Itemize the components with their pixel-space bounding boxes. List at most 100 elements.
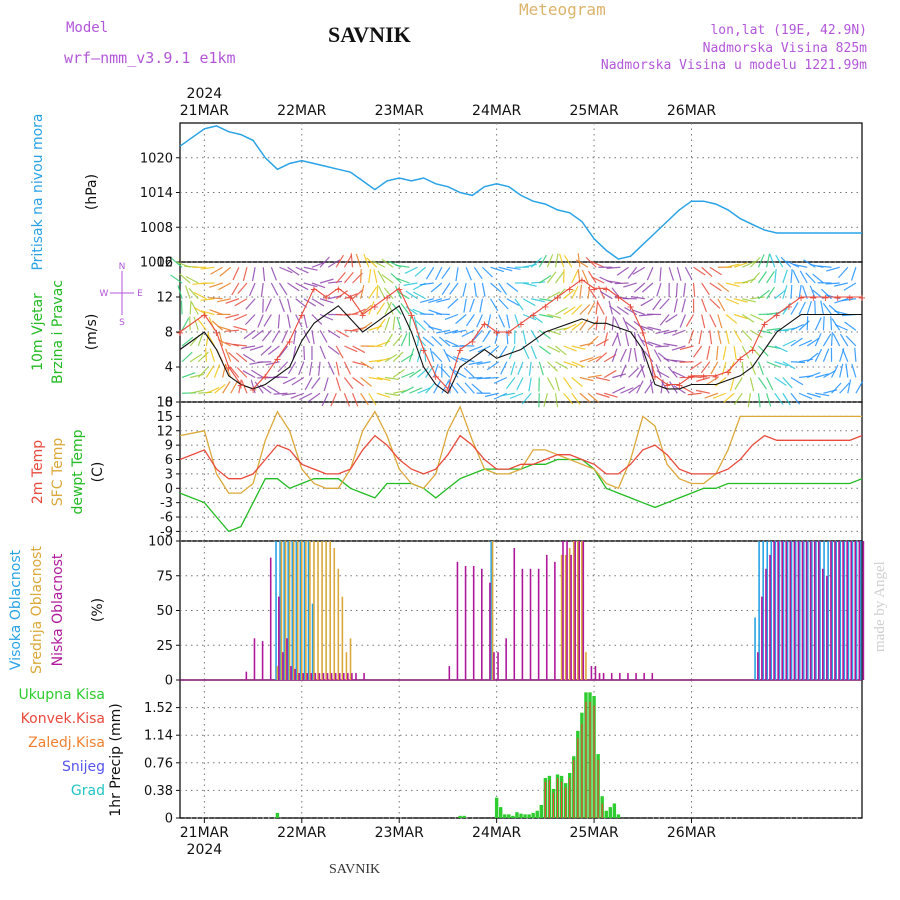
wind-barb <box>640 338 654 347</box>
wind-gust-marker: + <box>578 276 586 287</box>
wind-barb <box>413 291 426 300</box>
wind-barb <box>335 377 342 392</box>
wind-barb <box>628 384 641 394</box>
wind-barb <box>170 274 183 284</box>
wind-barb <box>368 269 372 284</box>
wind-barb <box>587 355 602 363</box>
wind-barb <box>200 310 215 316</box>
wind-barb <box>408 348 415 362</box>
y-tick-label: 1.14 <box>144 729 173 744</box>
wind-barb <box>416 332 420 347</box>
wind-barb <box>774 377 787 386</box>
wind-barb <box>397 291 410 300</box>
wind-barb <box>538 361 544 376</box>
y-tick-label: 16 <box>156 256 173 271</box>
wind-speed-line <box>179 304 862 395</box>
wind-gust-marker: + <box>200 311 208 322</box>
wind-barb <box>757 393 761 408</box>
wind-barb <box>245 314 256 326</box>
wind-barb <box>531 281 546 284</box>
wind-gust-marker: + <box>346 293 354 304</box>
wind-barb <box>321 392 329 407</box>
wind-barb <box>377 270 386 284</box>
wind-barb <box>498 282 508 295</box>
wind-barb <box>311 314 323 325</box>
wind-barb <box>311 298 325 307</box>
wind-barb <box>420 298 434 303</box>
wind-barb <box>303 298 317 307</box>
wind-barb <box>209 282 223 288</box>
x-bottom-tick-label: 25MAR <box>569 825 618 841</box>
wind-barb <box>506 377 516 390</box>
wind-barb <box>851 363 857 378</box>
wind-barb <box>696 376 710 382</box>
x-bottom-tick-label: 21MAR <box>180 825 229 841</box>
wind-barb <box>828 304 841 315</box>
wind-barb <box>303 345 306 361</box>
wind-barb <box>327 259 341 268</box>
wind-barb <box>587 286 597 300</box>
wind-barb <box>806 352 819 363</box>
wind-barb <box>441 380 450 394</box>
wind-barb <box>506 298 520 307</box>
wind-barb <box>701 282 710 296</box>
wind-barb <box>295 282 309 291</box>
wind-barb <box>384 376 399 380</box>
wind-barb <box>538 345 551 355</box>
wind-barb <box>595 338 609 347</box>
wind-barb <box>579 342 594 347</box>
wind-barb <box>825 282 840 285</box>
wind-barb <box>714 377 727 387</box>
wind-barb <box>839 333 849 347</box>
wind-barb <box>205 347 207 362</box>
wind-barb <box>225 348 232 362</box>
wind-barb <box>547 313 562 319</box>
wind-barb <box>433 364 439 378</box>
wind-barb <box>295 266 309 274</box>
wind-barb <box>242 353 256 363</box>
wind-barb <box>189 353 203 363</box>
sfc-temp-line <box>179 405 862 494</box>
wind-barb <box>484 376 499 380</box>
wind-barb <box>587 335 599 347</box>
wind-barb <box>843 282 857 291</box>
wind-barb <box>522 282 537 287</box>
wind-barb <box>625 321 638 331</box>
wind-barb <box>233 343 248 347</box>
compass-s-label: S <box>119 318 125 328</box>
wind-barb <box>757 377 767 390</box>
wind-barb <box>265 298 272 312</box>
wind-barb <box>641 282 654 293</box>
wind-barb <box>465 267 472 281</box>
wind-barb <box>417 367 429 378</box>
wind-barb <box>717 298 726 312</box>
wind-barb <box>473 266 483 280</box>
wind-barb <box>455 267 459 282</box>
cloud-unit-label: (%) <box>90 598 106 622</box>
wind-barb <box>350 253 354 268</box>
wind-barb <box>428 326 442 331</box>
precip-bar-convective <box>577 738 579 818</box>
wind-barb <box>424 347 427 362</box>
wind-barb <box>563 345 577 352</box>
wind-barb <box>476 361 491 365</box>
precip-bar-total <box>523 814 527 818</box>
wind-barb <box>352 345 366 354</box>
wind-barb <box>798 339 813 347</box>
wind-barb <box>563 377 573 390</box>
wind-barb <box>436 298 451 303</box>
wind-barb <box>823 370 836 379</box>
wind-barb <box>213 364 221 378</box>
wind-barb <box>257 314 264 328</box>
wind-barb <box>822 302 833 315</box>
precip-bar-total <box>275 812 280 818</box>
wind-barb <box>692 345 703 358</box>
wind-barb <box>554 253 559 268</box>
wind-barb <box>555 345 567 356</box>
x-top-tick-label: 23MAR <box>375 103 424 119</box>
wind-barb <box>604 392 618 398</box>
wind-barb <box>366 257 378 268</box>
wind-barb <box>733 392 743 406</box>
y-tick-label: 0 <box>165 482 173 497</box>
